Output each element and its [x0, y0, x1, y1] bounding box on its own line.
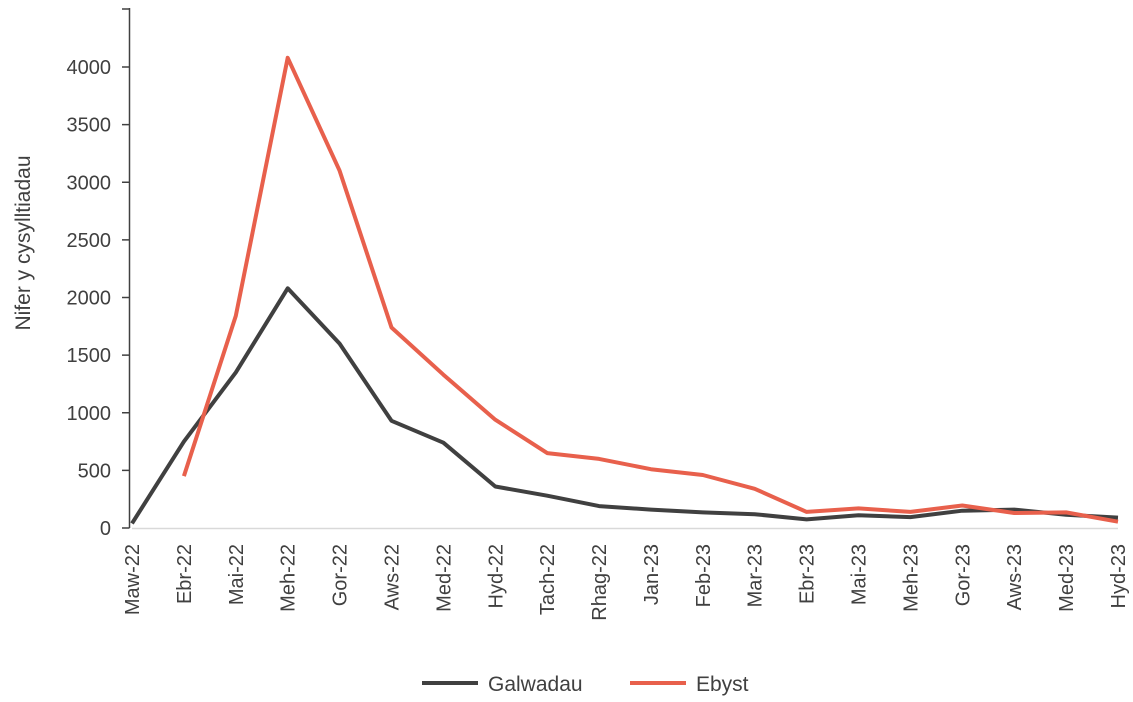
x-tick-label: Meh-23 [900, 544, 922, 612]
x-tick-label: Hyd-22 [485, 544, 507, 608]
x-tick-label: Med-22 [433, 544, 455, 612]
x-tick-label: Mai-23 [849, 544, 871, 605]
x-tick-label: Aws-23 [1004, 544, 1026, 610]
x-tick-label: Ebr-23 [797, 544, 819, 604]
y-tick-label: 3000 [67, 172, 112, 194]
x-tick-label: Aws-22 [381, 544, 403, 610]
x-tick-label: Ebr-22 [174, 544, 196, 604]
x-tick-label: Rhag-22 [589, 544, 611, 621]
x-tick-label: Gor-23 [952, 544, 974, 606]
x-tick-label: Maw-22 [122, 544, 144, 615]
x-tick-label: Mai-22 [226, 544, 248, 605]
x-tick-label: Med-23 [1056, 544, 1078, 612]
x-tick-label: Jan-23 [641, 544, 663, 605]
x-tick-label: Feb-23 [693, 544, 715, 607]
series-line-galwadau [130, 286, 1119, 525]
legend-label: Galwadau [488, 673, 583, 696]
legend-label: Ebyst [696, 673, 749, 696]
y-tick-label: 1000 [67, 403, 112, 425]
x-tick-label: Gor-22 [330, 544, 352, 606]
y-tick-label: 3500 [67, 115, 112, 137]
y-tick-label: 2000 [67, 288, 112, 310]
y-axis-title: Nifer y cysylltiadau [12, 155, 35, 330]
y-tick-label: 0 [100, 518, 111, 540]
x-tick-label: Mar-23 [745, 544, 767, 607]
y-tick-label: 500 [78, 460, 111, 482]
y-tick-label: 1500 [67, 345, 112, 367]
x-tick-label: Meh-22 [278, 544, 300, 612]
y-tick-label: 2500 [67, 230, 112, 252]
y-tick-label: 4000 [67, 57, 112, 79]
x-tick-label: Tach-22 [537, 544, 559, 615]
x-tick-label: Hyd-23 [1108, 544, 1130, 608]
series-line-ebyst [181, 55, 1119, 524]
